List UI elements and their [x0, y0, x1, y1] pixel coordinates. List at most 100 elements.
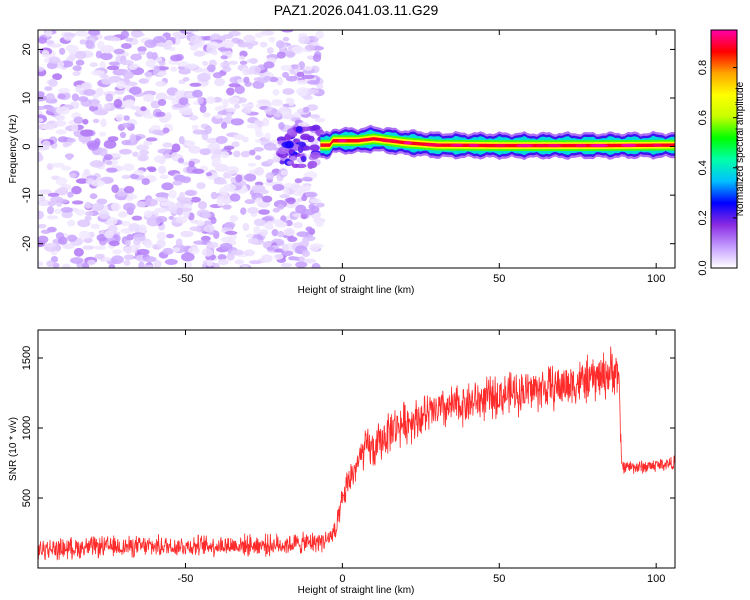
- spectrogram-noise-cell: [255, 197, 263, 204]
- spectrogram-noise-cell: [312, 53, 322, 63]
- spectrogram-noise-cell: [238, 55, 246, 60]
- spectrogram-noise-cell: [106, 217, 118, 226]
- spectrogram-noise-cell: [266, 47, 274, 54]
- spectrogram-y-tick-label: 0: [21, 144, 33, 150]
- spectrogram-noise-cell: [286, 197, 296, 205]
- spectrogram-noise-cell: [315, 220, 324, 228]
- spectrogram-noise-cell: [217, 258, 229, 266]
- spectrogram-noise-cell: [214, 77, 226, 87]
- spectrogram-noise-cell: [144, 198, 158, 207]
- spectrogram-noise-cell: [143, 113, 156, 119]
- spectrogram-noise-cell: [301, 176, 313, 182]
- spectrogram-noise-cell: [152, 129, 164, 136]
- spectrogram-noise-cell: [38, 189, 52, 195]
- spectrogram-noise-cell: [251, 184, 266, 193]
- spectrogram-noise-cell: [310, 114, 321, 119]
- spectrogram-noise-cell: [165, 233, 175, 239]
- snr-y-tick-label: 500: [21, 489, 33, 507]
- spectrogram-noise-cell: [38, 235, 49, 244]
- spectrogram-noise-cell: [190, 219, 199, 224]
- spectrogram-noise-cell: [280, 64, 293, 71]
- spectrogram-noise-cell: [184, 190, 196, 196]
- spectrogram-noise-cell: [244, 249, 255, 257]
- spectrogram-transition-cell: [291, 163, 299, 168]
- spectrogram-noise-cell: [217, 254, 227, 261]
- spectrogram-noise-cell: [71, 185, 82, 195]
- spectrogram-noise-cell: [55, 115, 66, 121]
- spectrogram-noise-cell: [157, 148, 172, 154]
- spectrogram-noise-cell: [87, 259, 96, 266]
- spectrogram-noise-cell: [110, 37, 121, 42]
- spectrogram-noise-cell: [197, 72, 211, 82]
- spectrogram-noise-cell: [271, 229, 279, 237]
- spectrogram-noise-cell: [296, 231, 310, 238]
- spectrogram-noise-cell: [85, 40, 94, 49]
- spectrogram-noise-cell: [253, 218, 266, 227]
- spectrogram-noise-cell: [305, 191, 318, 198]
- spectrogram-noise-cell: [298, 36, 311, 45]
- spectrogram-noise-cell: [246, 124, 260, 129]
- spectrogram-noise-cell: [123, 185, 135, 194]
- spectrogram-transition-cell: [284, 140, 294, 149]
- spectrogram-noise-cell: [172, 247, 181, 253]
- spectrogram-noise-cell: [240, 207, 247, 215]
- spectrogram-noise-cell: [241, 264, 249, 268]
- spectrogram-noise-cell: [175, 216, 188, 224]
- spectrogram-noise-cell: [119, 131, 127, 139]
- spectrogram-noise-cell: [201, 248, 214, 257]
- spectrogram-noise-cell: [281, 243, 289, 252]
- spectrogram-noise-cell: [131, 215, 143, 221]
- spectrogram-noise-cell: [202, 112, 211, 118]
- spectrogram-noise-cell: [60, 207, 73, 213]
- spectrogram-noise-cell: [64, 32, 76, 38]
- spectrogram-noise-cell: [121, 139, 131, 146]
- spectrogram-noise-cell: [206, 44, 217, 54]
- spectrogram-noise-cell: [122, 246, 136, 254]
- spectrogram-noise-cell: [96, 40, 105, 50]
- spectrogram-noise-cell: [206, 64, 216, 73]
- spectrogram-noise-cell: [266, 246, 275, 251]
- spectrogram-noise-cell: [99, 131, 107, 137]
- spectrogram-transition-cell: [311, 124, 321, 131]
- spectrogram-noise-cell: [108, 264, 116, 268]
- spectrogram-noise-cell: [224, 230, 238, 235]
- spectrogram-noise-cell: [215, 135, 228, 144]
- spectrogram-noise-cell: [226, 252, 235, 261]
- spectrogram-noise-cell: [255, 131, 264, 138]
- spectrogram-noise-cell: [71, 124, 79, 132]
- spectrogram-noise-cell: [242, 106, 252, 115]
- spectrogram-noise-cell: [137, 154, 149, 162]
- spectrogram-noise-cell: [262, 117, 270, 127]
- spectrogram-noise-cell: [302, 95, 313, 100]
- spectrogram-noise-cell: [70, 257, 84, 264]
- spectrogram-noise-cell: [56, 106, 70, 115]
- spectrogram-noise-cell: [129, 133, 137, 143]
- spectrogram-noise-cell: [146, 51, 154, 60]
- spectrogram-noise-cell: [85, 211, 94, 217]
- spectrogram-noise-cell: [170, 54, 182, 62]
- spectrogram-noise-cell: [88, 105, 99, 112]
- spectrogram-noise-cell: [221, 199, 230, 205]
- spectrogram-noise-cell: [157, 71, 168, 76]
- spectrogram-noise-cell: [71, 93, 80, 102]
- snr-x-axis: -50 0 50 100: [178, 330, 665, 585]
- spectrogram-noise-cell: [145, 137, 158, 142]
- spectrogram-transition-cell: [288, 149, 294, 155]
- spectrogram-noise-cell: [177, 157, 185, 164]
- spectrogram-noise-cell: [256, 99, 271, 104]
- spectrogram-noise-cell: [295, 261, 308, 268]
- spectrogram-noise-cell: [116, 80, 126, 90]
- spectrogram-noise-cell: [176, 207, 184, 216]
- spectrogram-noise-cell: [293, 256, 300, 262]
- spectrogram-noise-cell: [43, 243, 57, 248]
- spectrogram-noise-cell: [138, 78, 150, 84]
- spectrogram-noise-cell: [92, 118, 100, 124]
- spectrogram-noise-cell: [38, 152, 43, 162]
- spectrogram-transition-cell: [289, 156, 297, 161]
- spectrogram-noise-cell: [196, 182, 206, 190]
- spectrogram-noise-cell: [228, 83, 241, 88]
- spectrogram-peak: [424, 143, 442, 147]
- spectrogram-noise-cell: [247, 237, 259, 245]
- spectrogram-x-tick-label: 50: [493, 273, 505, 285]
- spectrogram-noise-cell: [309, 198, 322, 203]
